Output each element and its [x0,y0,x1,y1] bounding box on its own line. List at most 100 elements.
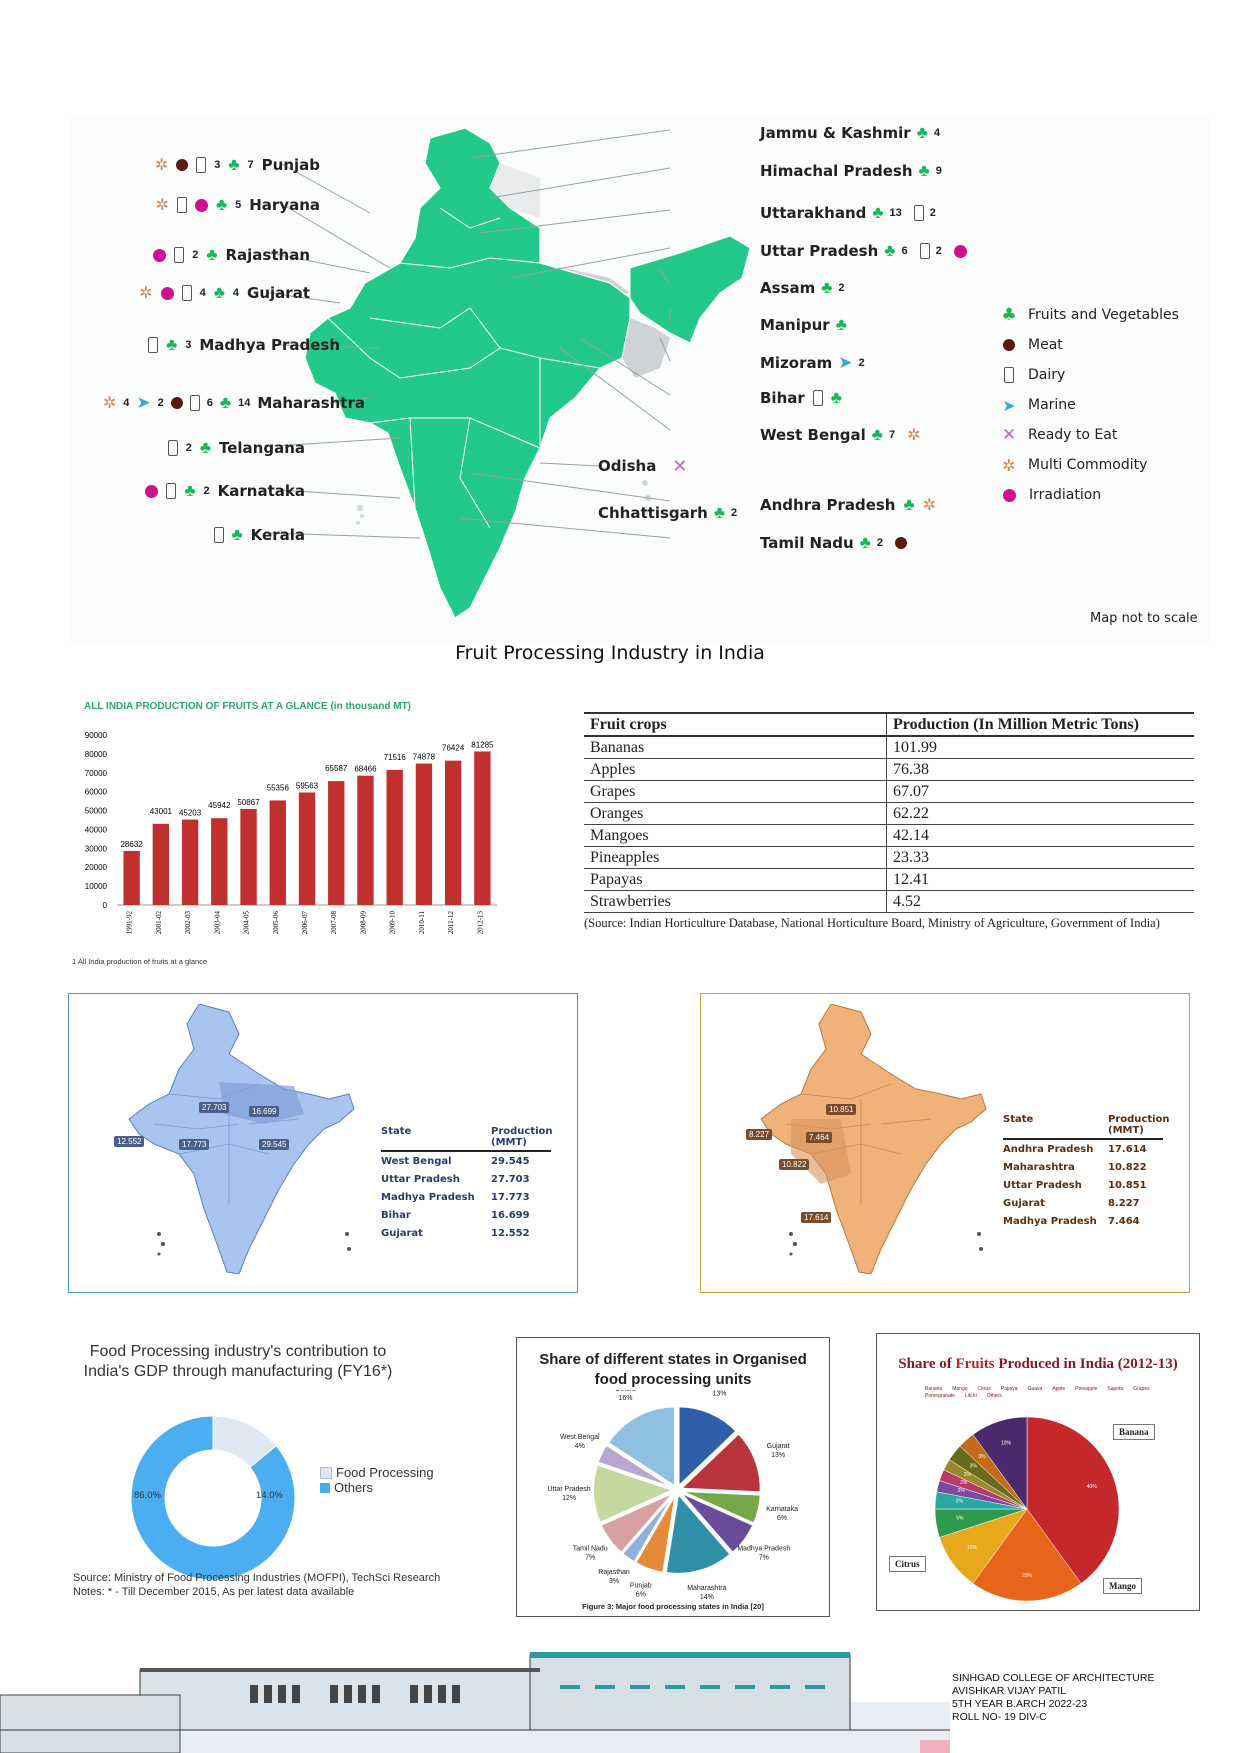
dairy-icon [812,390,823,406]
y-tick-label: 50000 [85,807,108,816]
bar [211,818,228,905]
slice-label: 3% [609,1578,619,1585]
map-value-label: 10.851 [826,1099,857,1117]
fruit-icon: ♣ [199,438,211,457]
state-label: Maharashtra [257,394,365,412]
ready-to-eat-icon: ✕ [1001,425,1017,445]
pie-slice [1026,1416,1120,1584]
fruit-icon: ♣ [206,245,218,264]
table-header: State [1003,1114,1034,1125]
irradiation-icon [1003,488,1016,502]
slice-label: West Bengal [560,1434,600,1441]
state-label: Assam [760,279,816,297]
chart-footnote: 1 All India production of fruits at a gl… [72,957,208,966]
legend-item: ✲ Multi Commodity [1000,450,1200,480]
bar-value-label: 55356 [267,783,290,792]
x-tick-label: 2001-02 [155,911,163,935]
pie-slice [606,1405,677,1489]
state-label: Punjab [261,156,320,174]
x-tick-label: 2007-08 [330,911,338,935]
state-label: Kerala [250,526,305,544]
india-map-svg [269,127,751,619]
legend-item: ♣ Fruits and Vegetables [1001,305,1179,325]
meat-icon [1003,339,1015,351]
table-row: West Bengal 29.545 [381,1155,530,1167]
bar [444,760,462,905]
x-tick-label: 2004-05 [243,911,251,935]
pie-slice [677,1405,738,1489]
map-value-label: 17.773 [179,1134,210,1152]
india-mainland [304,127,631,619]
marine-icon: ➤ [136,393,151,412]
donut-value-label: 86.0% [134,1490,161,1501]
dairy-icon [189,395,200,411]
bar-value-label: 76424 [442,744,465,753]
bar-value-label: 81285 [471,740,494,749]
state-label: Rajasthan [225,246,310,264]
state-label: Jammu & Kashmir [760,124,911,142]
pie-slice [679,1491,755,1555]
dairy-icon [1004,367,1014,383]
state-label: Manipur [760,316,830,334]
pie-slice [972,1508,1082,1602]
production-bar-chart: 0 10000 20000 30000 40000 50000 60000 70000 8000… [85,731,497,935]
state-row-haryana: ✲ ♣ 5 Haryana [155,195,320,214]
slice-label: Others [615,1390,637,1393]
multi-commodity-icon: ✲ [1002,455,1016,475]
multi-commodity-icon: ✲ [102,395,117,412]
table-header: Production (MMT) [1108,1114,1170,1136]
slice-label: 3% [970,1463,978,1469]
table-row: Grapes 67.07 [584,780,1194,803]
slice-label: Madhya Pradesh [737,1545,790,1552]
state-label: Chhattisgarh [598,504,708,522]
dairy-icon [919,243,930,259]
bar [269,800,286,905]
bar [328,781,345,905]
fruit-production-table-panel: Fruit crops Production (In Million Metri… [584,712,1200,931]
table-row: Apples 76.38 [584,758,1194,781]
donut-notes: Notes: * - Till December 2015, As per la… [73,1586,355,1598]
author-block: SINHGAD COLLEGE OF ARCHITECTURE AVISHKAR… [952,1672,1155,1723]
dairy-icon [176,197,187,213]
slice-label: Gujarat [767,1443,790,1450]
state-label: Bihar [760,389,805,407]
fruit-icon: ♣ [884,241,896,260]
table-header-row: State Production (MMT) [381,1126,553,1152]
state-row-gujarat: ✲ 4 ♣ 4 Gujarat [139,283,310,302]
state-row-himachal-pradesh: Himachal Pradesh ♣ 9 [760,161,942,180]
fruit-icon: ♣ [219,393,232,412]
bar-value-label: 45203 [179,809,202,818]
legend-item: Others [320,1480,434,1495]
slice-label: 13% [712,1391,726,1398]
map-value-label: 29.545 [259,1134,290,1152]
dairy-icon [196,157,207,173]
x-tick-label: 2012-13 [476,911,484,935]
legend-item: ✕ Ready to Eat [1001,425,1118,445]
states-pie-caption: Figure 3: Major food processing states i… [582,1602,764,1611]
table-row: Uttar Pradesh 27.703 [381,1173,530,1185]
fruit-share-title: Share of Fruits Produced in India (2012-… [898,1356,1178,1372]
states-pie-chart: Andhra Pradesh13%Gujarat13%Karnataka6%Ma… [548,1390,799,1601]
bar-value-label: 28632 [120,840,143,849]
state-label: Uttarakhand [760,204,867,222]
map-value-label: 12.552 [114,1131,145,1149]
y-tick-label: 10000 [85,882,108,891]
slice-label: 6% [777,1515,787,1522]
map-value-label: 17.614 [801,1207,832,1225]
x-tick-label: 2002-03 [184,911,192,935]
multi-commodity-icon: ✲ [922,497,937,514]
donut-value-label: 14.0% [256,1490,283,1501]
fruit-icon: ♣ [231,525,243,544]
legend-item: Food Processing [320,1465,434,1480]
y-tick-label: 80000 [85,750,108,759]
table-row: Gujarat 12.552 [381,1227,530,1239]
orange-map-panel: 10.851 8.227 7.464 10.822 17.614 State P… [700,993,1190,1293]
orange-india-map [760,1004,987,1275]
fruit-icon: ♣ [918,161,930,180]
gdp-donut-panel: Food Processing industry's contribution … [68,1340,488,1610]
pie-slice [599,1491,675,1555]
slice-label: 10% [1001,1440,1012,1446]
pie-slice [633,1493,677,1574]
state-row-telangana: 2 ♣ Telangana [100,433,305,463]
fruit-icon: ♣ [184,481,196,500]
